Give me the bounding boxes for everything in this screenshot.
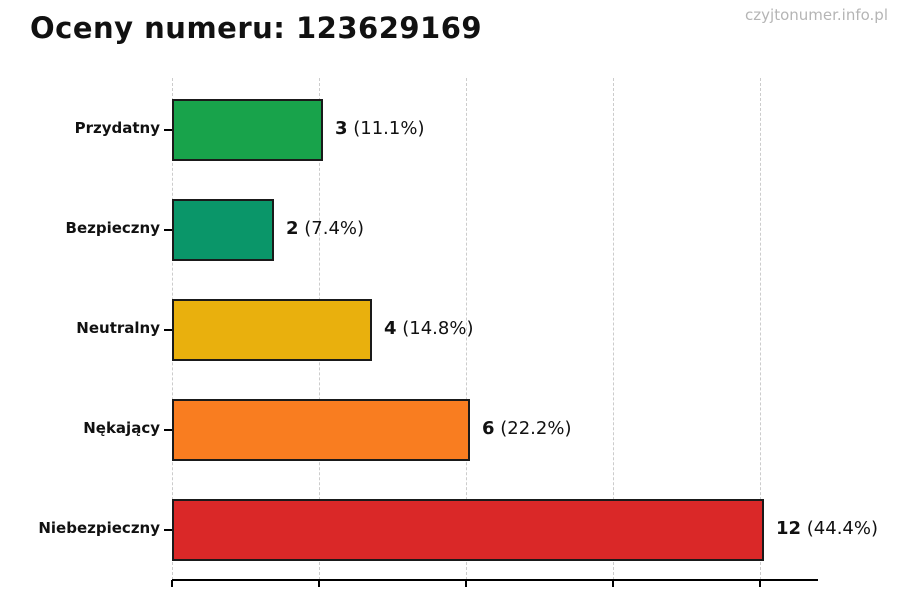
value-number: 2 bbox=[286, 218, 299, 239]
gridline bbox=[466, 78, 467, 580]
value-number: 12 bbox=[776, 518, 802, 539]
x-axis-tick bbox=[759, 580, 761, 587]
value-number: 4 bbox=[384, 318, 397, 339]
x-axis-tick bbox=[318, 580, 320, 587]
y-axis-tick bbox=[164, 129, 172, 131]
value-label: 6 (22.2%) bbox=[482, 418, 571, 439]
bar bbox=[172, 199, 274, 261]
value-percent: (7.4%) bbox=[298, 218, 365, 239]
y-axis-tick bbox=[164, 329, 172, 331]
bar bbox=[172, 499, 764, 561]
value-number: 6 bbox=[482, 418, 495, 439]
value-label: 2 (7.4%) bbox=[286, 218, 364, 239]
bar bbox=[172, 299, 372, 361]
gridline bbox=[760, 78, 761, 580]
y-axis-tick bbox=[164, 429, 172, 431]
value-percent: (14.8%) bbox=[396, 318, 474, 339]
category-label: Nękający bbox=[83, 419, 160, 437]
value-label: 12 (44.4%) bbox=[776, 518, 878, 539]
x-axis-tick bbox=[612, 580, 614, 587]
value-number: 3 bbox=[335, 118, 348, 139]
category-label: Bezpieczny bbox=[65, 219, 160, 237]
value-percent: (11.1%) bbox=[347, 118, 425, 139]
x-axis-tick bbox=[465, 580, 467, 587]
category-label: Neutralny bbox=[76, 319, 160, 337]
gridline bbox=[613, 78, 614, 580]
value-percent: (44.4%) bbox=[801, 518, 879, 539]
bar bbox=[172, 399, 470, 461]
x-axis-tick bbox=[171, 580, 173, 587]
bar bbox=[172, 99, 323, 161]
y-axis-tick bbox=[164, 229, 172, 231]
category-label: Niebezpieczny bbox=[38, 519, 160, 537]
watermark-text: czyjtonumer.info.pl bbox=[745, 6, 888, 24]
x-axis-line bbox=[172, 579, 818, 581]
value-label: 4 (14.8%) bbox=[384, 318, 473, 339]
chart-title: Oceny numeru: 123629169 bbox=[30, 11, 483, 45]
category-label: Przydatny bbox=[74, 119, 160, 137]
value-label: 3 (11.1%) bbox=[335, 118, 424, 139]
value-percent: (22.2%) bbox=[494, 418, 572, 439]
y-axis-tick bbox=[164, 529, 172, 531]
